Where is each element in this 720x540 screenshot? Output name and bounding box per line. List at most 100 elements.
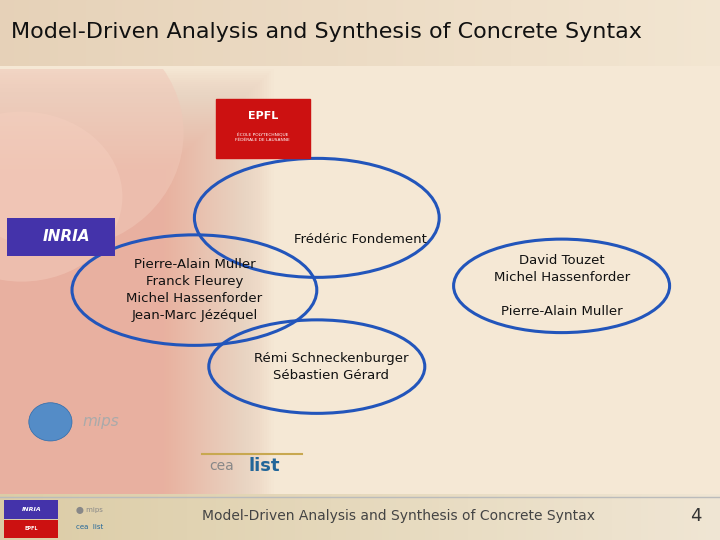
FancyBboxPatch shape: [4, 520, 58, 538]
Ellipse shape: [0, 112, 122, 282]
Bar: [295, 0, 302, 66]
Bar: [698, 0, 706, 66]
Bar: [677, 494, 684, 540]
Bar: [418, 0, 425, 66]
Bar: [331, 0, 338, 66]
Bar: [497, 0, 504, 66]
Bar: [569, 494, 576, 540]
Bar: [475, 494, 482, 540]
Bar: [94, 0, 101, 66]
Text: Model-Driven Analysis and Synthesis of Concrete Syntax: Model-Driven Analysis and Synthesis of C…: [202, 509, 595, 523]
Bar: [29, 494, 36, 540]
Bar: [238, 494, 245, 540]
Bar: [576, 0, 583, 66]
Bar: [691, 494, 698, 540]
Bar: [410, 0, 418, 66]
Bar: [310, 494, 317, 540]
Bar: [22, 0, 29, 66]
Bar: [706, 0, 713, 66]
Text: mips: mips: [83, 414, 120, 429]
Bar: [461, 0, 468, 66]
Bar: [382, 0, 389, 66]
Bar: [374, 0, 382, 66]
Bar: [583, 494, 590, 540]
Bar: [533, 0, 540, 66]
Bar: [50, 494, 58, 540]
Bar: [598, 494, 605, 540]
Bar: [526, 0, 533, 66]
Bar: [691, 0, 698, 66]
Bar: [446, 494, 454, 540]
Bar: [173, 0, 180, 66]
Bar: [151, 494, 158, 540]
Bar: [490, 494, 497, 540]
Text: INRIA: INRIA: [22, 507, 42, 512]
Bar: [65, 494, 72, 540]
Bar: [576, 494, 583, 540]
Bar: [245, 0, 252, 66]
Bar: [29, 0, 36, 66]
Bar: [216, 0, 223, 66]
Bar: [194, 494, 202, 540]
Bar: [310, 0, 317, 66]
Bar: [94, 494, 101, 540]
Bar: [14, 494, 22, 540]
FancyBboxPatch shape: [216, 99, 310, 158]
Bar: [374, 494, 382, 540]
Bar: [562, 0, 569, 66]
Bar: [634, 0, 641, 66]
Bar: [677, 0, 684, 66]
Bar: [461, 494, 468, 540]
Bar: [583, 0, 590, 66]
Text: Rémi Schneckenburger
Sébastien Gérard: Rémi Schneckenburger Sébastien Gérard: [254, 352, 408, 382]
Bar: [382, 494, 389, 540]
Text: list: list: [248, 457, 280, 476]
Bar: [482, 0, 490, 66]
Bar: [619, 494, 626, 540]
Bar: [418, 494, 425, 540]
Bar: [122, 494, 130, 540]
Bar: [634, 494, 641, 540]
Bar: [490, 0, 497, 66]
Bar: [7, 0, 14, 66]
Bar: [698, 494, 706, 540]
Bar: [706, 494, 713, 540]
Bar: [43, 494, 50, 540]
Bar: [526, 494, 533, 540]
Bar: [511, 0, 518, 66]
Bar: [252, 494, 259, 540]
Bar: [317, 0, 324, 66]
Bar: [151, 0, 158, 66]
Bar: [216, 494, 223, 540]
Bar: [317, 494, 324, 540]
Ellipse shape: [29, 403, 72, 441]
Bar: [187, 0, 194, 66]
Bar: [540, 0, 547, 66]
Bar: [425, 0, 432, 66]
Bar: [281, 494, 288, 540]
Bar: [432, 494, 439, 540]
Bar: [36, 494, 43, 540]
Bar: [590, 0, 598, 66]
Bar: [389, 494, 396, 540]
Bar: [439, 0, 446, 66]
Bar: [302, 494, 310, 540]
Text: INRIA: INRIA: [43, 230, 90, 245]
Bar: [324, 494, 331, 540]
Bar: [274, 494, 281, 540]
Bar: [353, 0, 360, 66]
Bar: [648, 494, 655, 540]
Bar: [641, 0, 648, 66]
Bar: [648, 0, 655, 66]
Bar: [230, 0, 238, 66]
Bar: [360, 494, 367, 540]
Bar: [540, 494, 547, 540]
Bar: [115, 0, 122, 66]
Bar: [713, 494, 720, 540]
Bar: [166, 0, 173, 66]
Bar: [554, 494, 562, 540]
Bar: [72, 0, 79, 66]
Bar: [65, 0, 72, 66]
Bar: [58, 0, 65, 66]
Bar: [202, 0, 209, 66]
